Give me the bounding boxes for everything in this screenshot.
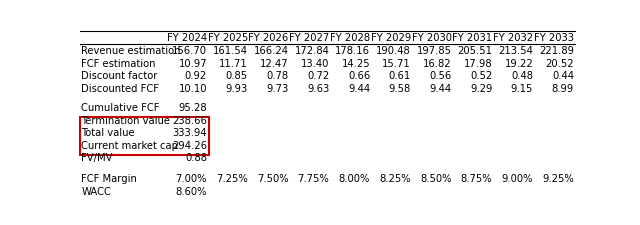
Text: 0.48: 0.48 (511, 71, 533, 81)
Text: 20.52: 20.52 (545, 58, 574, 68)
Text: 190.48: 190.48 (376, 46, 411, 56)
Text: 0.72: 0.72 (307, 71, 330, 81)
Text: 161.54: 161.54 (213, 46, 248, 56)
Text: 9.29: 9.29 (470, 83, 492, 93)
Text: 0.78: 0.78 (266, 71, 289, 81)
Text: Discounted FCF: Discounted FCF (81, 83, 159, 93)
Text: 0.66: 0.66 (348, 71, 370, 81)
Text: 14.25: 14.25 (342, 58, 370, 68)
Text: 7.00%: 7.00% (175, 173, 207, 183)
Text: 166.24: 166.24 (253, 46, 289, 56)
Text: FCF Margin: FCF Margin (81, 173, 138, 183)
Text: FY 2028: FY 2028 (330, 33, 370, 43)
Text: 294.26: 294.26 (172, 140, 207, 150)
Text: 9.73: 9.73 (266, 83, 289, 93)
Text: 156.70: 156.70 (172, 46, 207, 56)
Text: FY 2024: FY 2024 (167, 33, 207, 43)
Text: 95.28: 95.28 (179, 103, 207, 113)
Text: 17.98: 17.98 (464, 58, 492, 68)
Text: 9.00%: 9.00% (502, 173, 533, 183)
Text: 9.63: 9.63 (307, 83, 330, 93)
Text: 19.22: 19.22 (504, 58, 533, 68)
Text: Cumulative FCF: Cumulative FCF (81, 103, 160, 113)
Text: 9.15: 9.15 (511, 83, 533, 93)
Text: 12.47: 12.47 (260, 58, 289, 68)
Text: 213.54: 213.54 (499, 46, 533, 56)
Text: FY 2027: FY 2027 (289, 33, 330, 43)
Text: Termination value: Termination value (81, 115, 170, 125)
Text: 0.44: 0.44 (552, 71, 574, 81)
Text: 0.56: 0.56 (429, 71, 452, 81)
Text: 0.61: 0.61 (388, 71, 411, 81)
Text: 9.93: 9.93 (225, 83, 248, 93)
Text: 9.44: 9.44 (429, 83, 452, 93)
Text: Discount factor: Discount factor (81, 71, 158, 81)
Text: WACC: WACC (81, 186, 111, 196)
Text: 9.58: 9.58 (388, 83, 411, 93)
Text: 238.66: 238.66 (172, 115, 207, 125)
Text: 0.88: 0.88 (185, 153, 207, 163)
Text: 197.85: 197.85 (417, 46, 452, 56)
Text: 10.10: 10.10 (179, 83, 207, 93)
Text: Total value: Total value (81, 128, 135, 138)
Text: FCF estimation: FCF estimation (81, 58, 156, 68)
Text: Revenue estimation: Revenue estimation (81, 46, 181, 56)
Text: 16.82: 16.82 (423, 58, 452, 68)
Text: 7.50%: 7.50% (257, 173, 289, 183)
Text: 13.40: 13.40 (301, 58, 330, 68)
Text: 221.89: 221.89 (539, 46, 574, 56)
Text: 333.94: 333.94 (172, 128, 207, 138)
Text: 11.71: 11.71 (219, 58, 248, 68)
Text: 9.25%: 9.25% (542, 173, 574, 183)
Text: 0.52: 0.52 (470, 71, 492, 81)
Text: 172.84: 172.84 (294, 46, 330, 56)
Text: FV/MV: FV/MV (81, 153, 113, 163)
Text: 8.75%: 8.75% (461, 173, 492, 183)
Text: 0.92: 0.92 (185, 71, 207, 81)
Text: FY 2030: FY 2030 (412, 33, 452, 43)
Text: 205.51: 205.51 (458, 46, 492, 56)
Text: FY 2031: FY 2031 (452, 33, 492, 43)
Text: 9.44: 9.44 (348, 83, 370, 93)
Text: 10.97: 10.97 (179, 58, 207, 68)
Text: 8.99: 8.99 (552, 83, 574, 93)
Text: 15.71: 15.71 (382, 58, 411, 68)
Text: 0.85: 0.85 (226, 71, 248, 81)
Text: FY 2032: FY 2032 (493, 33, 533, 43)
Text: 8.00%: 8.00% (339, 173, 370, 183)
Text: 8.60%: 8.60% (175, 186, 207, 196)
Text: FY 2029: FY 2029 (371, 33, 411, 43)
Text: 8.25%: 8.25% (380, 173, 411, 183)
Text: 8.50%: 8.50% (420, 173, 452, 183)
Text: 178.16: 178.16 (335, 46, 370, 56)
Text: Current market cap: Current market cap (81, 140, 179, 150)
Text: 7.25%: 7.25% (216, 173, 248, 183)
Text: 7.75%: 7.75% (298, 173, 330, 183)
Text: FY 2026: FY 2026 (248, 33, 289, 43)
Text: FY 2025: FY 2025 (207, 33, 248, 43)
Text: FY 2033: FY 2033 (534, 33, 574, 43)
